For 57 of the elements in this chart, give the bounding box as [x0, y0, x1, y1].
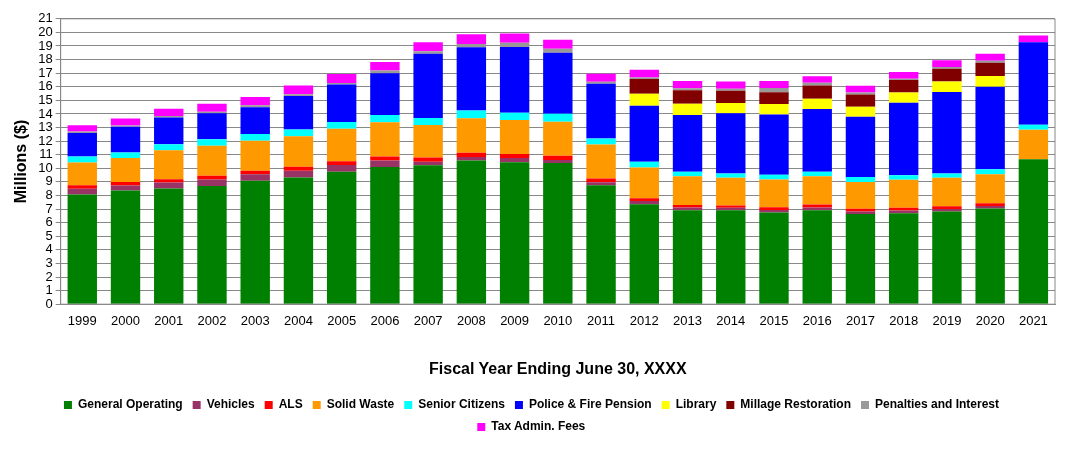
- y-tick-label: 6: [45, 214, 53, 230]
- legend-label: Police & Fire Pension: [528, 397, 652, 412]
- x-axis-title: Fiscal Year Ending June 30, XXXX: [429, 359, 687, 377]
- y-tick-label: 10: [38, 159, 53, 175]
- y-tick-label: 16: [38, 78, 53, 94]
- y-tick-label: 17: [38, 64, 53, 80]
- legend-label: Millage Restoration: [740, 397, 851, 412]
- x-tick-label: 2014: [716, 312, 746, 328]
- x-tick-label: 2021: [1018, 312, 1048, 328]
- x-tick-label: 2000: [111, 312, 140, 328]
- x-tick-label: 2018: [889, 312, 919, 328]
- x-tick-label: 2001: [154, 312, 184, 328]
- x-tick-label: 2011: [587, 312, 616, 328]
- x-tick-label: 2019: [932, 312, 962, 328]
- x-tick-label: 2007: [413, 312, 443, 328]
- x-tick-label: 2016: [802, 312, 832, 328]
- x-tick-label: 2003: [240, 312, 270, 328]
- y-tick-label: 8: [45, 187, 53, 203]
- y-tick-label: 4: [45, 241, 53, 257]
- x-tick-label: 2005: [327, 312, 357, 328]
- x-tick-label: 2015: [759, 312, 789, 328]
- y-tick-label: 7: [45, 200, 53, 216]
- legend-label: Library: [675, 397, 717, 412]
- legend-label: Tax Admin. Fees: [491, 419, 586, 434]
- y-tick-label: 19: [38, 37, 53, 53]
- legend-label: ALS: [278, 397, 303, 412]
- x-tick-label: 2006: [370, 312, 400, 328]
- y-tick-label: 20: [38, 23, 53, 39]
- x-tick-label: 2010: [543, 312, 573, 328]
- y-tick-label: 13: [38, 119, 53, 135]
- x-tick-label: 2017: [845, 312, 875, 328]
- y-tick-label: 5: [45, 227, 53, 243]
- y-axis-title: Millions ($): [12, 119, 30, 204]
- x-tick-label: 2012: [629, 312, 659, 328]
- x-tick-label: 2013: [673, 312, 702, 328]
- y-tick-label: 9: [45, 173, 53, 189]
- legend-label: Penalties and Interest: [875, 397, 1000, 412]
- x-tick-label: 1999: [67, 312, 97, 328]
- y-tick-label: 1: [45, 282, 53, 298]
- legend-label: Solid Waste: [326, 397, 395, 412]
- x-tick-label: 2009: [500, 312, 530, 328]
- legend-label: Senior Citizens: [418, 397, 506, 412]
- y-tick-label: 21: [38, 10, 53, 26]
- y-tick-label: 0: [45, 295, 53, 311]
- x-tick-label: 2008: [456, 312, 486, 328]
- y-tick-label: 12: [38, 132, 53, 148]
- x-tick-label: 2002: [197, 312, 227, 328]
- y-tick-label: 2: [45, 268, 53, 284]
- y-tick-label: 14: [38, 105, 53, 121]
- y-tick-label: 11: [39, 146, 53, 162]
- y-tick-label: 18: [38, 51, 53, 67]
- legend-label: Vehicles: [206, 397, 256, 412]
- y-tick-label: 15: [38, 91, 53, 107]
- legend-label: General Operating: [77, 397, 183, 412]
- x-tick-label: 2004: [283, 312, 313, 328]
- x-tick-label: 2020: [975, 312, 1005, 328]
- y-tick-label: 3: [45, 255, 53, 271]
